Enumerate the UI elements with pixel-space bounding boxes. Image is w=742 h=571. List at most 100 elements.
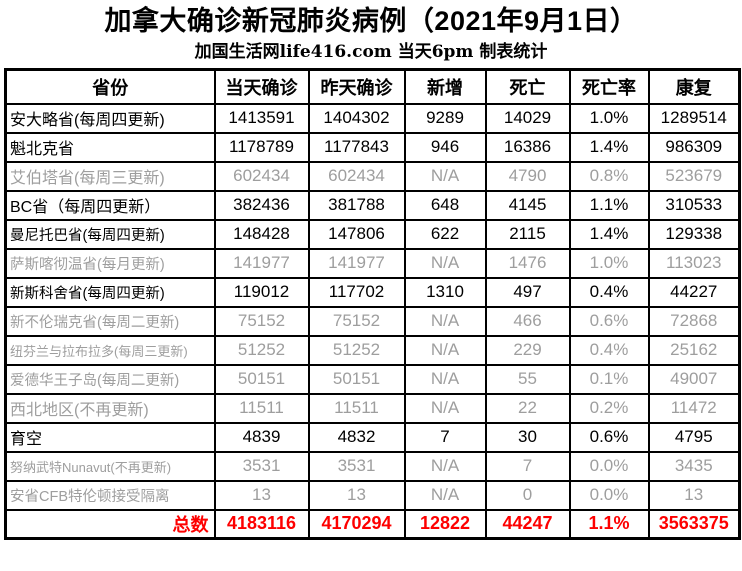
death_rate-cell: 0.4% bbox=[568, 276, 650, 308]
column-header-2: 昨天确诊 bbox=[307, 68, 406, 105]
new-cell: N/A bbox=[403, 392, 487, 424]
new-cell: 1310 bbox=[403, 276, 487, 308]
yesterday-cell: 602434 bbox=[307, 160, 406, 192]
province-cell: 纽芬兰与拉布拉多(每周三更新) bbox=[4, 334, 216, 366]
today-cell: 11511 bbox=[213, 392, 310, 424]
death_rate-cell: 0.0% bbox=[568, 479, 650, 511]
table-row: 西北地区(不再更新) 11511 11511 N/A 22 0.2% 11472 bbox=[4, 392, 741, 424]
table-row: 爱德华王子岛(每周二更新) 50151 50151 N/A 55 0.1% 49007 bbox=[4, 363, 741, 395]
deaths-cell: 14029 bbox=[484, 102, 571, 134]
yesterday-cell: 1177843 bbox=[307, 131, 406, 163]
recovered-cell: 25162 bbox=[647, 334, 741, 366]
death_rate-cell: 1.4% bbox=[568, 218, 650, 250]
column-header-5: 死亡率 bbox=[568, 68, 650, 105]
province-cell: 魁北克省 bbox=[4, 131, 216, 163]
new-cell: 7 bbox=[403, 421, 487, 453]
total-label: 总数 bbox=[4, 508, 216, 540]
death_rate-cell: 0.8% bbox=[568, 160, 650, 192]
new-cell: N/A bbox=[403, 247, 487, 279]
province-cell: 曼尼托巴省(每周四更新) bbox=[4, 218, 216, 250]
deaths-cell: 30 bbox=[484, 421, 571, 453]
deaths-cell: 22 bbox=[484, 392, 571, 424]
yesterday-cell: 147806 bbox=[307, 218, 406, 250]
table-row: 新斯科舍省(每周四更新) 119012 117702 1310 497 0.4% 44227 bbox=[4, 276, 741, 308]
death_rate-cell: 1.0% bbox=[568, 102, 650, 134]
page-title: 加拿大确诊新冠肺炎病例（2021年9月1日） bbox=[104, 6, 638, 36]
yesterday-cell: 51252 bbox=[307, 334, 406, 366]
today-cell: 382436 bbox=[213, 189, 310, 221]
yesterday-cell: 141977 bbox=[307, 247, 406, 279]
today-cell: 602434 bbox=[213, 160, 310, 192]
recovered-cell: 310533 bbox=[647, 189, 741, 221]
death_rate-cell: 0.2% bbox=[568, 392, 650, 424]
deaths-cell: 497 bbox=[484, 276, 571, 308]
recovered-cell: 523679 bbox=[647, 160, 741, 192]
province-cell: 安大略省(每周四更新) bbox=[4, 102, 216, 134]
today-cell: 3531 bbox=[213, 450, 310, 482]
recovered-cell: 49007 bbox=[647, 363, 741, 395]
recovered-cell: 13 bbox=[647, 479, 741, 511]
table-row: 萨斯喀彻温省(每月更新) 141977 141977 N/A 1476 1.0% 11302… bbox=[4, 247, 741, 279]
new-cell: 9289 bbox=[403, 102, 487, 134]
recovered-cell: 1289514 bbox=[647, 102, 741, 134]
column-header-3: 新增 bbox=[403, 68, 487, 105]
recovered-cell: 4795 bbox=[647, 421, 741, 453]
column-header-6: 康复 bbox=[647, 68, 741, 105]
province-cell: 育空 bbox=[4, 421, 216, 453]
column-header-4: 死亡 bbox=[484, 68, 571, 105]
province-cell: 新斯科舍省(每周四更新) bbox=[4, 276, 216, 308]
deaths-cell: 4790 bbox=[484, 160, 571, 192]
yesterday-cell: 117702 bbox=[307, 276, 406, 308]
today-cell: 50151 bbox=[213, 363, 310, 395]
today-cell: 119012 bbox=[213, 276, 310, 308]
deaths-cell: 4145 bbox=[484, 189, 571, 221]
table-row: 安大略省(每周四更新) 1413591 1404302 9289 14029 1.0% 12… bbox=[4, 102, 741, 134]
today-cell: 141977 bbox=[213, 247, 310, 279]
deaths-cell: 16386 bbox=[484, 131, 571, 163]
today-cell: 1178789 bbox=[213, 131, 310, 163]
table-row: 新不伦瑞克省(每周二更新) 75152 75152 N/A 466 0.6% 72868 bbox=[4, 305, 741, 337]
new-cell: 946 bbox=[403, 131, 487, 163]
province-cell: 爱德华王子岛(每周二更新) bbox=[4, 363, 216, 395]
new-cell: 622 bbox=[403, 218, 487, 250]
table-row: 魁北克省 1178789 1177843 946 16386 1.4% 986309 bbox=[4, 131, 741, 163]
death_rate-cell: 0.1% bbox=[568, 363, 650, 395]
new-cell: N/A bbox=[403, 479, 487, 511]
yesterday-cell: 381788 bbox=[307, 189, 406, 221]
recovered-cell: 986309 bbox=[647, 131, 741, 163]
province-cell: 萨斯喀彻温省(每月更新) bbox=[4, 247, 216, 279]
recovered-cell: 113023 bbox=[647, 247, 741, 279]
today-cell: 1413591 bbox=[213, 102, 310, 134]
column-header-1: 当天确诊 bbox=[213, 68, 310, 105]
new-cell: 12822 bbox=[403, 508, 487, 540]
table-row: 曼尼托巴省(每周四更新) 148428 147806 622 2115 1.4% 12933… bbox=[4, 218, 741, 250]
death_rate-cell: 0.4% bbox=[568, 334, 650, 366]
recovered-cell: 3435 bbox=[647, 450, 741, 482]
page-subtitle: 加国生活网life416.com 当天6pm 制表统计 bbox=[194, 42, 548, 62]
today-cell: 75152 bbox=[213, 305, 310, 337]
province-cell: 新不伦瑞克省(每周二更新) bbox=[4, 305, 216, 337]
recovered-cell: 129338 bbox=[647, 218, 741, 250]
new-cell: N/A bbox=[403, 450, 487, 482]
table-row: 努纳武特Nunavut(不再更新) 3531 3531 N/A 7 0.0% 3435 bbox=[4, 450, 741, 482]
deaths-cell: 2115 bbox=[484, 218, 571, 250]
yesterday-cell: 4170294 bbox=[307, 508, 406, 540]
table-row: 艾伯塔省(每周三更新) 602434 602434 N/A 4790 0.8% 523679 bbox=[4, 160, 741, 192]
new-cell: N/A bbox=[403, 160, 487, 192]
deaths-cell: 0 bbox=[484, 479, 571, 511]
death_rate-cell: 1.4% bbox=[568, 131, 650, 163]
new-cell: N/A bbox=[403, 363, 487, 395]
table-body: 安大略省(每周四更新) 1413591 1404302 9289 14029 1.0% 12… bbox=[4, 102, 741, 540]
table-row: 育空 4839 4832 7 30 0.6% 4795 bbox=[4, 421, 741, 453]
table-row: 安省CFB特伦顿接受隔离 13 13 N/A 0 0.0% 13 bbox=[4, 479, 741, 511]
yesterday-cell: 1404302 bbox=[307, 102, 406, 134]
total-row: 总数 4183116 4170294 12822 44247 1.1% 3563375 bbox=[4, 508, 741, 540]
yesterday-cell: 3531 bbox=[307, 450, 406, 482]
province-cell: 艾伯塔省(每周三更新) bbox=[4, 160, 216, 192]
death_rate-cell: 1.1% bbox=[568, 189, 650, 221]
deaths-cell: 1476 bbox=[484, 247, 571, 279]
death_rate-cell: 0.6% bbox=[568, 421, 650, 453]
yesterday-cell: 11511 bbox=[307, 392, 406, 424]
covid-stats-page: 加拿大确诊新冠肺炎病例（2021年9月1日） 加国生活网life416.com … bbox=[0, 4, 742, 571]
recovered-cell: 72868 bbox=[647, 305, 741, 337]
